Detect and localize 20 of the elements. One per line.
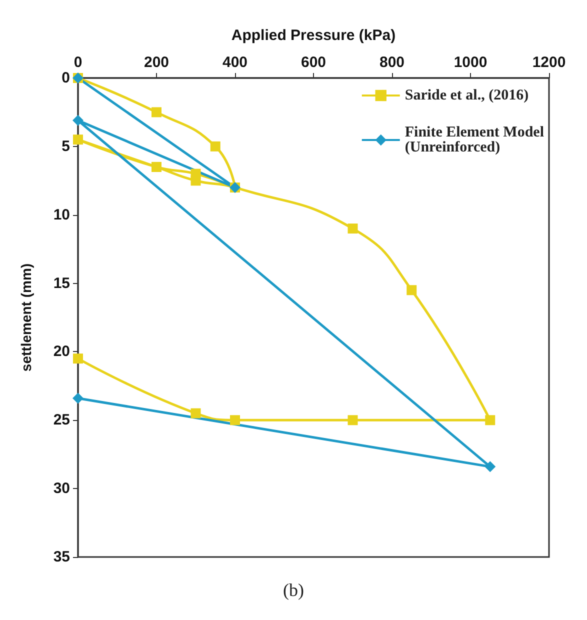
x-tick-label: 1200 — [532, 54, 566, 71]
legend-label: Finite Element Model (Unreinforced) — [404, 124, 544, 156]
x-tick-label: 0 — [74, 54, 82, 71]
legend-label: Saride et al., (2016) — [404, 88, 529, 104]
y-tick-label: 0 — [62, 70, 70, 86]
y-tick-label: 15 — [53, 274, 70, 292]
y-tick-label: 10 — [53, 206, 70, 224]
x-tick-label: 400 — [222, 54, 248, 71]
y-axis-title: settlement (mm) — [18, 263, 34, 372]
x-axis-title: Applied Pressure (kPa) — [231, 27, 396, 44]
y-tick-label: 30 — [53, 480, 70, 498]
y-tick-label: 20 — [53, 343, 70, 360]
y-tick-label: 5 — [62, 138, 70, 155]
y-tick-label: 25 — [53, 412, 70, 429]
x-tick-label: 600 — [300, 54, 326, 71]
x-tick-label: 800 — [379, 54, 405, 71]
y-tick-label: 35 — [53, 548, 70, 566]
x-tick-label: 200 — [144, 54, 170, 71]
x-tick-label: 1000 — [454, 54, 488, 71]
text: (b) — [283, 580, 304, 600]
